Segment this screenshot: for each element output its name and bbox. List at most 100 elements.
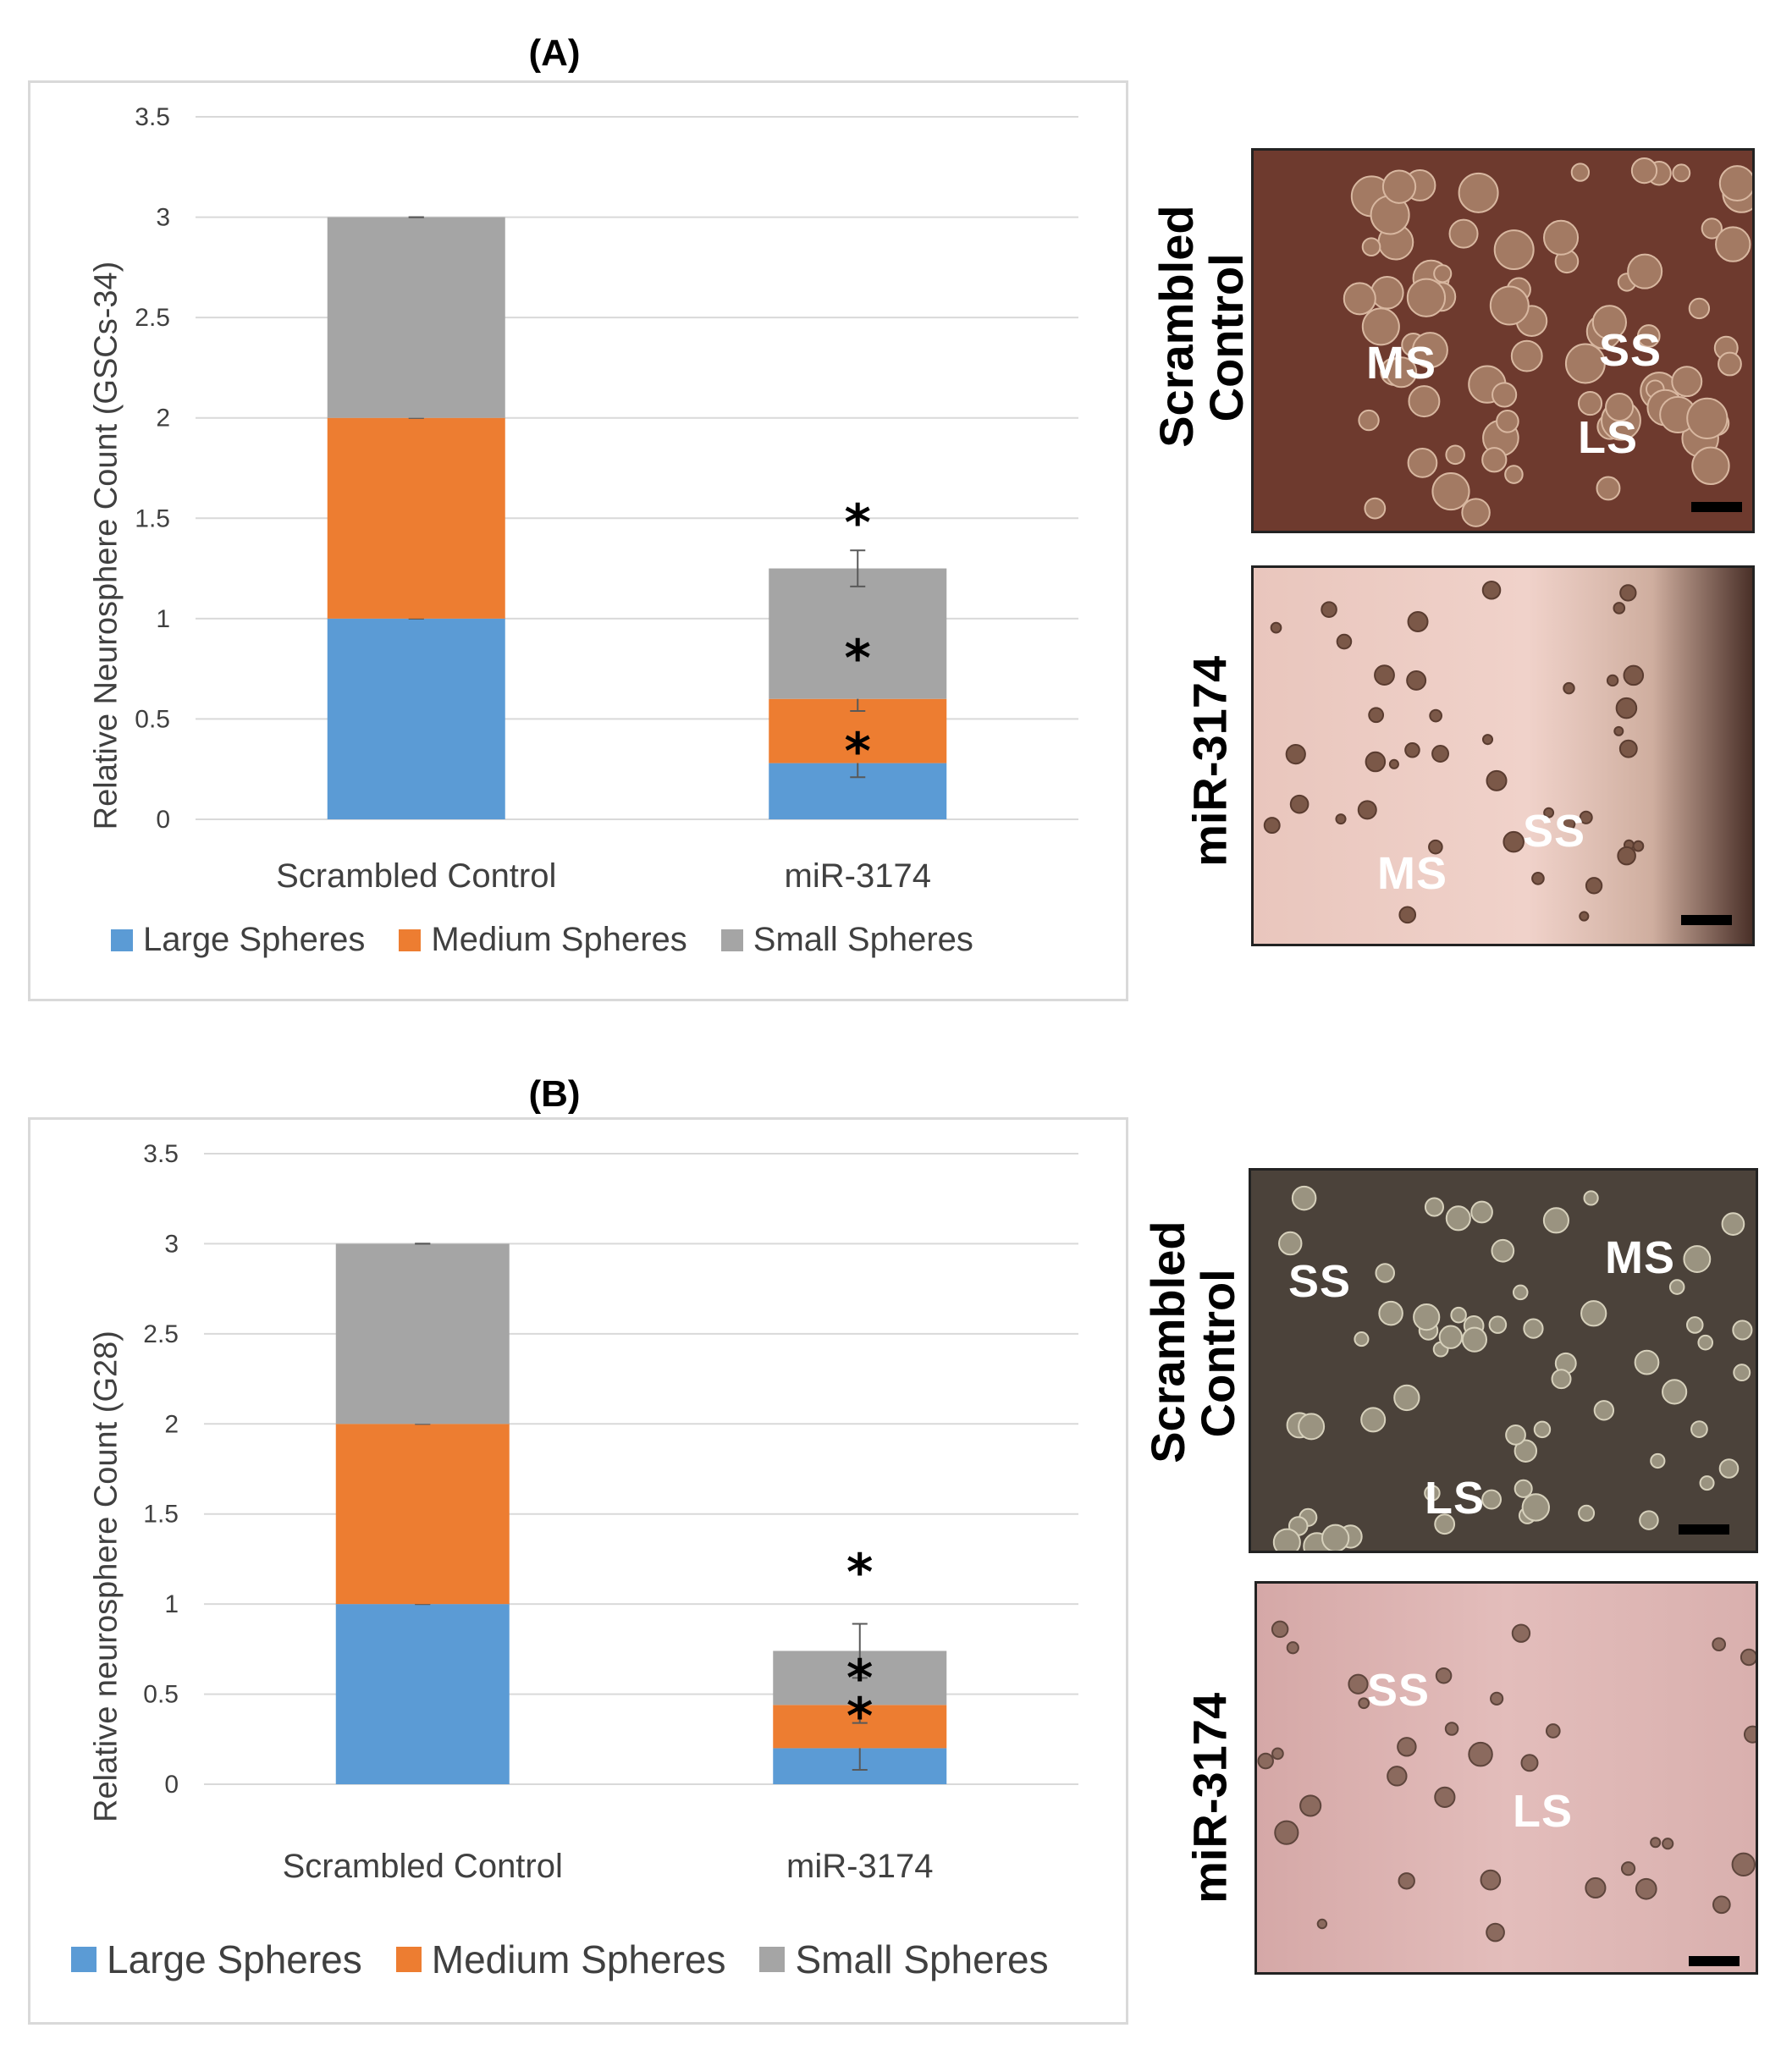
- neurosphere: [1683, 1245, 1712, 1273]
- neurosphere: [1712, 1895, 1731, 1915]
- neurosphere: [1618, 739, 1638, 758]
- y-tick-label: 3.5: [143, 1140, 179, 1168]
- neurosphere: [1450, 1306, 1467, 1324]
- scale-bar: [1679, 1524, 1729, 1535]
- neurosphere: [1429, 708, 1442, 723]
- neurosphere: [1388, 758, 1399, 769]
- legend-item: Small Spheres: [720, 921, 973, 959]
- neurosphere: [1365, 751, 1387, 773]
- neurosphere: [1578, 1504, 1596, 1522]
- row-label-text: miR-3174: [1183, 1692, 1237, 1904]
- neurosphere: [1343, 282, 1376, 316]
- neurosphere: [1491, 382, 1518, 408]
- neurosphere: [1424, 1485, 1441, 1502]
- neurosphere: [1481, 447, 1508, 473]
- neurosphere: [1375, 1263, 1396, 1283]
- micrograph-label: MS: [1605, 1232, 1675, 1283]
- bar-small-spheres: [769, 568, 947, 699]
- neurosphere: [1510, 339, 1543, 372]
- neurosphere: [1504, 465, 1524, 484]
- neurosphere: [1731, 1852, 1756, 1877]
- bar-small-spheres: [327, 217, 505, 418]
- micrograph-b-control: SS MS LS: [1249, 1168, 1758, 1553]
- neurosphere: [1514, 1479, 1533, 1498]
- neurosphere: [1733, 1364, 1751, 1382]
- legend-swatch: [759, 1947, 786, 1972]
- micrograph-label: SS: [1523, 806, 1586, 857]
- neurosphere: [1545, 1723, 1561, 1739]
- neurosphere: [1606, 674, 1619, 687]
- neurosphere: [1668, 1279, 1685, 1295]
- neurosphere: [1634, 1349, 1660, 1375]
- y-tick-label: 1.5: [143, 1501, 179, 1529]
- neurosphere: [1444, 1722, 1459, 1736]
- significance-star: *: [845, 493, 871, 553]
- image-row-label: miR-3174: [1183, 600, 1237, 922]
- neurosphere: [1721, 1212, 1745, 1236]
- neurosphere: [1605, 392, 1635, 422]
- neurosphere: [1520, 1754, 1539, 1772]
- row-label-text: Scrambled Control: [1150, 205, 1253, 448]
- neurosphere: [1270, 621, 1282, 634]
- row-label-text: miR-3174: [1183, 655, 1237, 867]
- neurosphere: [1740, 1648, 1756, 1667]
- neurosphere: [1378, 1300, 1403, 1326]
- neurosphere: [1486, 1922, 1505, 1943]
- chart-a-ylabel: Relative Neurosphere Count (GSCs-34): [88, 261, 124, 830]
- neurosphere: [1348, 1673, 1369, 1695]
- neurosphere: [1650, 1837, 1662, 1849]
- neurosphere: [1257, 1752, 1274, 1770]
- neurosphere: [1620, 1861, 1636, 1876]
- neurosphere: [1397, 1737, 1417, 1757]
- neurosphere: [1686, 397, 1729, 439]
- neurosphere: [1559, 815, 1576, 832]
- neurosphere: [1428, 839, 1443, 855]
- neurosphere: [1743, 1725, 1756, 1744]
- panel-b-title: (B): [528, 1073, 581, 1115]
- neurosphere: [1285, 744, 1306, 765]
- neurosphere: [1445, 444, 1465, 466]
- neurosphere: [1263, 817, 1281, 835]
- neurosphere: [1718, 351, 1742, 377]
- micrograph-label: MS: [1377, 848, 1447, 899]
- neurosphere: [1358, 1697, 1370, 1710]
- neurosphere: [1630, 157, 1658, 185]
- neurosphere: [1271, 1747, 1284, 1761]
- y-tick-label: 0.5: [143, 1681, 179, 1709]
- neurosphere: [1593, 1400, 1615, 1421]
- significance-star: *: [846, 1543, 873, 1602]
- micrograph-label: SS: [1367, 1665, 1431, 1716]
- micrograph-a-mir: SS MS: [1251, 565, 1755, 946]
- legend-swatch: [720, 929, 743, 951]
- neurosphere: [1360, 1407, 1387, 1433]
- neurosphere: [1636, 324, 1661, 348]
- micrograph-spheres: [1257, 1620, 1756, 1943]
- neurosphere: [1551, 1369, 1572, 1390]
- neurosphere: [1699, 1475, 1715, 1491]
- neurosphere: [1431, 471, 1470, 511]
- neurosphere: [1291, 1185, 1317, 1211]
- legend-swatch: [111, 929, 133, 951]
- y-tick-label: 0: [156, 806, 170, 834]
- image-row-label: miR-3174: [1183, 1637, 1237, 1959]
- chart-a: 0 0.5 1 1.5 2 2.5 3 3.5 Scrambled Control miR-317…: [135, 103, 1078, 895]
- significance-star: *: [846, 1649, 873, 1708]
- neurosphere: [1434, 1513, 1456, 1535]
- neurosphere: [1468, 1741, 1493, 1767]
- legend-swatch: [395, 1947, 422, 1972]
- bar-medium-spheres: [335, 1424, 510, 1605]
- neurosphere: [1503, 830, 1525, 853]
- bar-medium-spheres: [327, 417, 505, 619]
- y-tick-label: 0: [164, 1771, 179, 1799]
- legend-swatch: [399, 929, 422, 951]
- neurosphere: [1489, 285, 1530, 326]
- neurosphere: [1732, 1320, 1753, 1341]
- legend-label: Small Spheres: [795, 1937, 1049, 1981]
- neurosphere: [1715, 226, 1751, 262]
- significance-star: *: [846, 1687, 873, 1746]
- neurosphere: [1627, 253, 1663, 289]
- scale-bar: [1681, 915, 1732, 925]
- bar-large-spheres: [327, 618, 505, 819]
- neurosphere: [1413, 1303, 1441, 1331]
- neurosphere: [1671, 366, 1703, 398]
